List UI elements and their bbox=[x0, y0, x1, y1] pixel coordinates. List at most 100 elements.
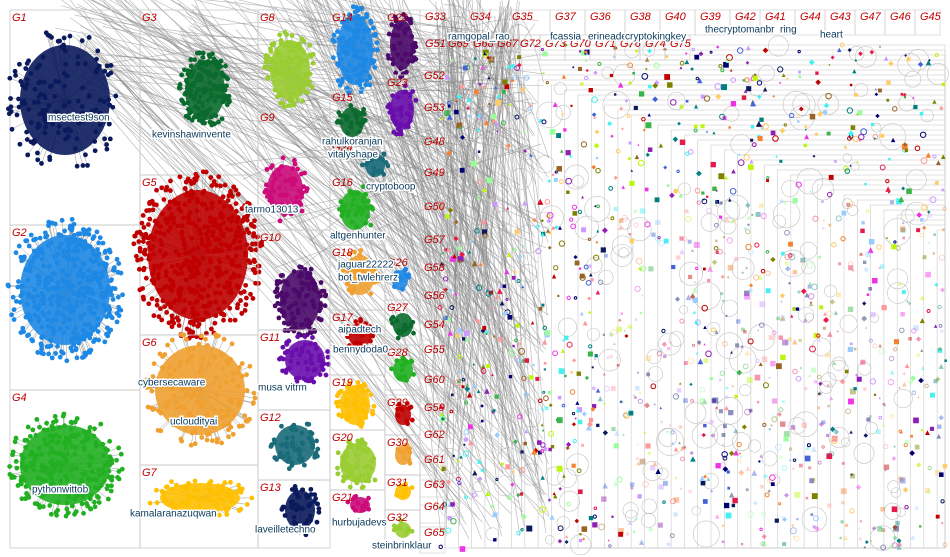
node bbox=[737, 459, 742, 464]
node bbox=[645, 443, 651, 449]
node bbox=[274, 48, 280, 54]
node bbox=[171, 393, 177, 399]
node bbox=[151, 361, 157, 367]
node bbox=[93, 107, 99, 113]
node bbox=[619, 400, 623, 404]
node bbox=[247, 416, 252, 422]
node bbox=[719, 215, 723, 219]
node bbox=[191, 389, 197, 395]
node bbox=[810, 513, 814, 516]
node bbox=[182, 486, 188, 492]
node bbox=[869, 378, 877, 385]
node bbox=[251, 257, 257, 263]
node bbox=[102, 339, 108, 345]
node bbox=[45, 323, 51, 329]
node bbox=[185, 100, 191, 106]
node bbox=[797, 290, 801, 294]
node bbox=[594, 358, 597, 361]
node bbox=[233, 201, 239, 207]
node bbox=[27, 433, 33, 439]
node bbox=[68, 302, 74, 308]
node bbox=[496, 130, 499, 133]
node bbox=[42, 437, 47, 442]
node bbox=[209, 278, 214, 284]
node bbox=[49, 83, 54, 89]
node bbox=[768, 335, 774, 341]
node bbox=[164, 309, 170, 315]
node bbox=[683, 398, 688, 403]
node bbox=[220, 366, 225, 372]
node bbox=[30, 427, 36, 433]
node bbox=[868, 238, 875, 245]
node bbox=[593, 254, 600, 261]
node bbox=[217, 199, 223, 205]
node bbox=[240, 218, 245, 224]
node bbox=[768, 376, 771, 379]
node bbox=[176, 206, 182, 212]
node bbox=[914, 444, 920, 450]
node bbox=[488, 103, 491, 106]
node bbox=[60, 350, 66, 356]
node bbox=[891, 456, 897, 461]
node bbox=[105, 289, 110, 295]
node bbox=[459, 167, 465, 173]
node bbox=[666, 183, 671, 188]
node bbox=[889, 413, 895, 419]
node bbox=[167, 199, 173, 205]
node bbox=[225, 361, 231, 366]
self-loop bbox=[732, 432, 751, 452]
node bbox=[751, 469, 758, 476]
node bbox=[718, 173, 725, 180]
node bbox=[683, 361, 688, 365]
node bbox=[222, 203, 227, 209]
node bbox=[481, 364, 486, 369]
node bbox=[47, 297, 53, 302]
node bbox=[797, 113, 801, 117]
node bbox=[524, 358, 530, 363]
node bbox=[64, 325, 70, 330]
node bbox=[628, 410, 634, 416]
node bbox=[280, 101, 286, 106]
node bbox=[237, 239, 243, 245]
node bbox=[828, 223, 832, 227]
node bbox=[688, 149, 694, 155]
node bbox=[520, 87, 526, 93]
node bbox=[935, 181, 939, 185]
node bbox=[581, 227, 587, 233]
node bbox=[512, 344, 515, 348]
node bbox=[100, 290, 106, 296]
node bbox=[223, 284, 229, 290]
node bbox=[805, 496, 809, 500]
node bbox=[159, 242, 165, 248]
node bbox=[942, 206, 947, 211]
node bbox=[251, 233, 256, 239]
edge bbox=[79, 25, 531, 235]
node bbox=[936, 424, 942, 430]
node bbox=[699, 398, 705, 404]
self-loop bbox=[819, 380, 833, 394]
node bbox=[246, 258, 251, 264]
edge bbox=[445, 48, 453, 537]
node bbox=[689, 450, 694, 456]
node bbox=[202, 68, 208, 74]
node bbox=[601, 496, 607, 502]
node bbox=[508, 375, 513, 379]
node bbox=[36, 247, 42, 253]
node bbox=[595, 388, 601, 393]
node bbox=[35, 349, 41, 355]
edge bbox=[93, 59, 472, 148]
node bbox=[782, 542, 787, 547]
node bbox=[736, 441, 742, 448]
node bbox=[74, 303, 80, 309]
node bbox=[847, 47, 852, 53]
node bbox=[84, 432, 90, 438]
node bbox=[492, 334, 496, 338]
node bbox=[696, 340, 702, 345]
node bbox=[175, 318, 181, 323]
node bbox=[167, 216, 173, 222]
node bbox=[499, 300, 505, 306]
node bbox=[782, 400, 785, 404]
node bbox=[65, 244, 71, 250]
node bbox=[229, 499, 235, 505]
node bbox=[108, 458, 113, 464]
